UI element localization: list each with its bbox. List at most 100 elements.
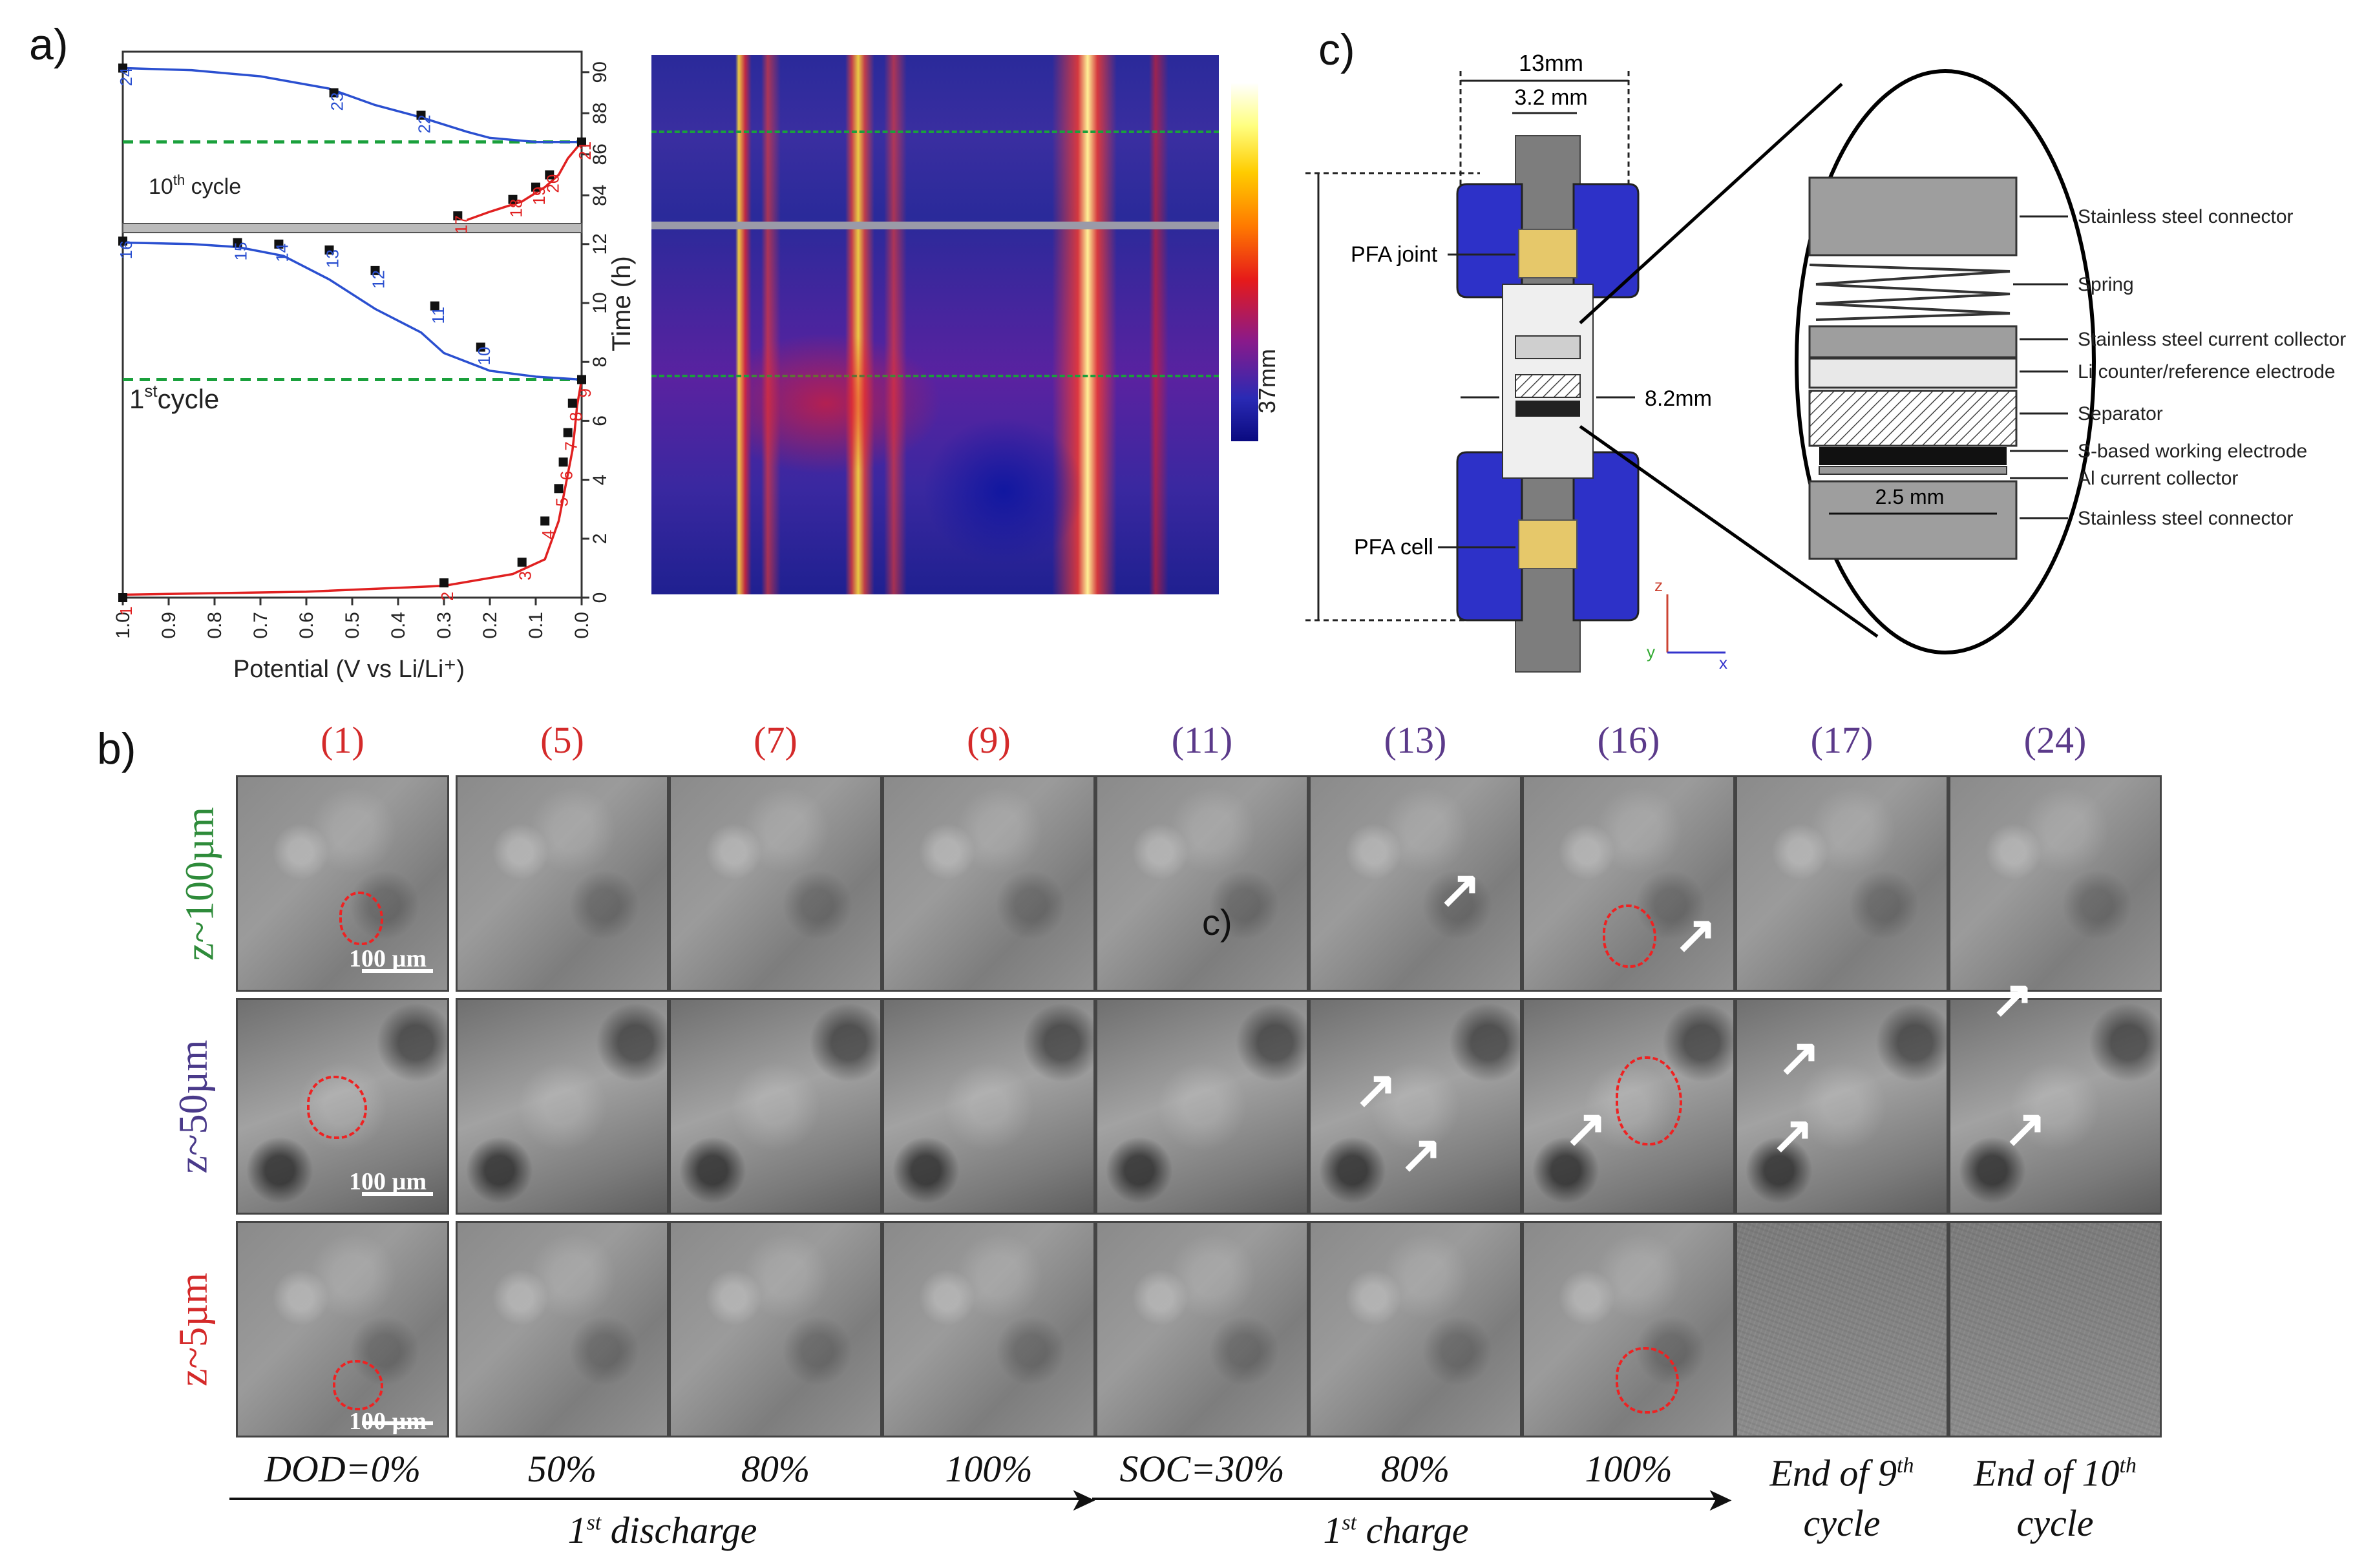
data-point-label: 13 (323, 249, 343, 268)
pfa-joint-label: PFA joint (1351, 242, 1438, 267)
tomography-tile (456, 998, 669, 1215)
data-point (274, 239, 284, 249)
component-label: Stainless steel connector (2078, 206, 2294, 227)
tomography-tile (1309, 775, 1522, 992)
colorbar-label: 37mm (1254, 348, 1280, 413)
crack-arrow-icon: ↗ (1674, 906, 1718, 963)
data-point-label: 11 (428, 307, 448, 324)
x-tick-label: 1.0 (112, 612, 134, 639)
column-label: (7) (754, 719, 797, 761)
end-cycle-label: End of 9th cycle (1735, 1441, 1948, 1549)
end-cycle-sup: th (1897, 1454, 1914, 1478)
data-point-label: 20 (543, 174, 562, 193)
axis-z-label: z (1654, 576, 1663, 595)
grain-outline (1616, 1056, 1682, 1145)
state-label: 50% (527, 1448, 597, 1490)
scale-bar-label: 100 µm (349, 1168, 427, 1195)
x-tick-label: 0.9 (158, 612, 180, 639)
x-tick-label: 0.3 (434, 612, 455, 639)
diffraction-heatmap (651, 55, 1219, 594)
data-point-label: 21 (575, 141, 595, 160)
dim-2-5mm: 2.5 mm (1875, 485, 1945, 508)
series-line (466, 141, 583, 222)
phase-text: charge (1356, 1509, 1469, 1551)
x-tick-label: 0.5 (342, 612, 363, 639)
cycle10-label: 10th cycle (149, 172, 241, 199)
end-cycle-text: End of 10 (1974, 1452, 2120, 1494)
discharge-arrowhead-icon: ➤ (1070, 1481, 1097, 1518)
data-point (439, 578, 449, 588)
y-tick-label: 84 (589, 185, 611, 206)
data-point-label: 10 (474, 346, 494, 365)
state-label: 100% (945, 1448, 1033, 1490)
tomography-tile (236, 775, 449, 992)
end-cycle-label: End of 10th cycle (1948, 1441, 2162, 1549)
tomography-tile (1948, 1221, 2162, 1437)
crack-arrow-icon: ↗ (2003, 1100, 2047, 1157)
upper-pfa-joint (1518, 229, 1578, 278)
tomography-tile (1095, 1221, 1309, 1437)
tomography-tile (456, 1221, 669, 1437)
scale-bar (362, 1192, 433, 1196)
data-point-label: 4 (538, 530, 558, 539)
y-tick-label: 90 (589, 61, 611, 83)
phase-text: 1 (567, 1509, 587, 1551)
data-point (476, 342, 485, 352)
data-point-label: 7 (562, 441, 581, 450)
data-point-label: 15 (231, 242, 251, 261)
y-tick-label: 86 (589, 143, 611, 165)
data-point (118, 593, 127, 602)
state-label: 80% (741, 1448, 810, 1490)
data-point (118, 236, 127, 246)
phase-sup: st (586, 1511, 602, 1535)
x-tick-label: 0.8 (204, 612, 226, 639)
voltage-profile-chart: 1.0 0.9 0.8 0.7 0.6 0.5 0.4 0.3 0.2 0.1 0.09088868… (112, 50, 636, 683)
charge-arrowhead-icon: ➤ (1706, 1481, 1733, 1518)
data-point-label: 3 (516, 571, 535, 580)
data-point (567, 399, 577, 408)
y-tick-label: 88 (589, 103, 611, 124)
end-cycle-sup: th (2119, 1454, 2137, 1478)
data-point (540, 516, 550, 526)
cycle1-label: 1stcycle (129, 381, 219, 414)
crack-arrow-icon: ↗ (1354, 1061, 1398, 1118)
tomography-tile (236, 1221, 449, 1437)
data-point (370, 266, 380, 275)
data-point-label: 5 (553, 497, 572, 507)
dim-13mm: 13mm (1519, 50, 1583, 76)
zoom-working-electrode (1819, 447, 2007, 465)
stack-separator (1515, 374, 1581, 398)
y-tick-label: 2 (589, 533, 611, 544)
heatmap-colorbar (1231, 83, 1258, 441)
data-point (416, 110, 426, 120)
data-point (563, 428, 573, 437)
tomography-tile (1309, 1221, 1522, 1437)
crack-arrow-icon: ↗ (1777, 1029, 1821, 1086)
data-point-label: 24 (116, 67, 136, 86)
panel-c-label: c) (1318, 25, 1355, 74)
state-label: SOC=30% (1119, 1448, 1285, 1490)
y-tick-label: 12 (589, 233, 611, 255)
state-label: DOD=0% (264, 1448, 421, 1490)
tomography-tile (669, 775, 882, 992)
scale-bar-label: 100 µm (349, 945, 427, 972)
data-point-label: 14 (272, 244, 291, 262)
data-point (118, 63, 127, 73)
y-tick-label: 8 (589, 357, 611, 368)
data-point (233, 238, 242, 247)
component-label: Stainless steel connector (2078, 508, 2294, 529)
tomography-tile (882, 998, 1095, 1215)
tomography-tile (236, 998, 449, 1215)
component-label: Spring (2078, 274, 2134, 295)
column-label: (13) (1384, 719, 1447, 761)
x-tick-label: 0.7 (250, 612, 271, 639)
column-label: (5) (540, 719, 584, 761)
tomography-tile (1095, 775, 1309, 992)
data-point-label: 6 (557, 471, 576, 480)
tomography-tile (1735, 775, 1948, 992)
column-label: (24) (2023, 719, 2087, 761)
component-label: Li counter/reference electrode (2078, 361, 2336, 382)
discharge-arrow (229, 1498, 1082, 1500)
data-point (453, 211, 463, 221)
tomography-tile (1735, 1221, 1948, 1437)
